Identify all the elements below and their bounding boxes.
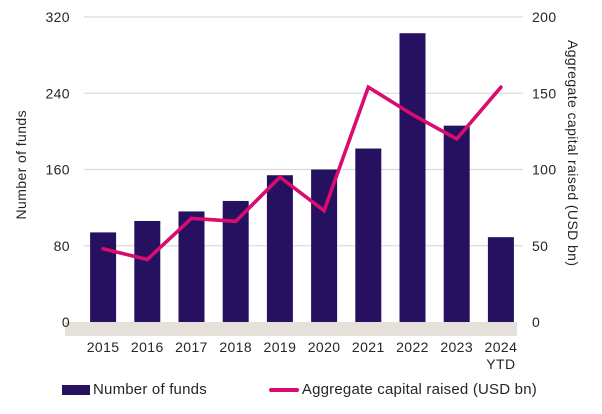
bar-2020 [311, 169, 338, 322]
x-tick-2015: 2015 [87, 339, 120, 355]
legend-label-number-of-funds: Number of funds [93, 381, 207, 398]
x-tick-2017: 2017 [175, 339, 208, 355]
x-tick-2021: 2021 [352, 339, 385, 355]
x-tick-2024-ytd: 2024 [485, 339, 518, 355]
y-right-tick-50: 50 [532, 238, 548, 254]
bar-2024-ytd [487, 237, 514, 322]
x-tick-2020: 2020 [308, 339, 341, 355]
baseline-strip [65, 322, 517, 336]
y-left-tick-320: 320 [45, 9, 70, 25]
x-tick-2018: 2018 [219, 339, 252, 355]
left-axis-title: Number of funds [13, 110, 29, 220]
x-tick-2023: 2023 [440, 339, 473, 355]
y-left-tick-160: 160 [45, 162, 70, 178]
y-right-tick-0: 0 [532, 314, 540, 330]
legend-item-number-of-funds: Number of funds [62, 381, 207, 398]
legend-item-aggregate-capital: Aggregate capital raised (USD bn) [268, 381, 537, 398]
y-left-tick-0: 0 [62, 314, 70, 330]
y-left-tick-80: 80 [54, 238, 70, 254]
aggregate-capital-line [101, 84, 503, 262]
y-right-tick-100: 100 [532, 162, 557, 178]
y-right-tick-200: 200 [532, 9, 557, 25]
right-axis-title: Aggregate capital raised (USD bn) [565, 40, 581, 267]
line-swatch-icon [268, 387, 299, 392]
x-tick-2019: 2019 [264, 339, 297, 355]
y-left-tick-240: 240 [45, 85, 70, 101]
bar-2015 [90, 232, 117, 322]
bar-2022 [399, 33, 426, 322]
bar-2016 [134, 220, 161, 322]
x-tick-2024-ytd: YTD [486, 356, 515, 372]
y-right-tick-150: 150 [532, 85, 557, 101]
bar-2023 [443, 125, 470, 322]
x-tick-2016: 2016 [131, 339, 164, 355]
bar-2021 [355, 148, 382, 322]
bar-2019 [266, 175, 293, 322]
plot-area: 0 80 160 240 320 0 50 100 150 200 2015 2016 2017 2018… [45, 9, 557, 372]
bar-swatch-icon [62, 384, 90, 395]
bar-2017 [178, 211, 205, 322]
legend-label-aggregate-capital: Aggregate capital raised (USD bn) [301, 381, 537, 398]
legend: Number of funds Aggregate capital raised… [62, 381, 537, 398]
x-tick-2022: 2022 [396, 339, 429, 355]
